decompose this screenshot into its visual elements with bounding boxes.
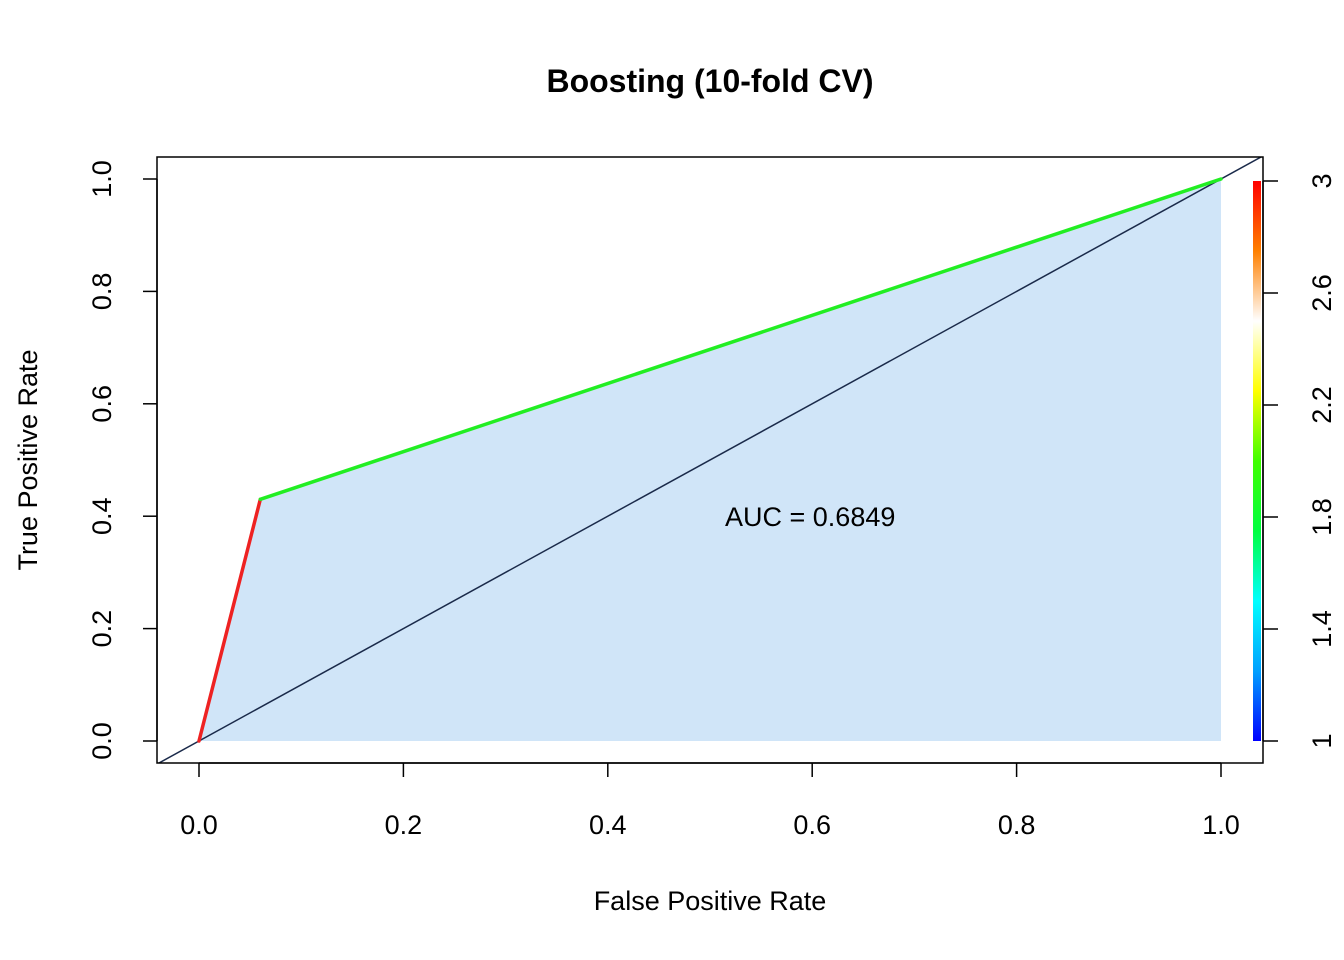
- colorbar: [1253, 181, 1261, 741]
- y-tick-label: 0.4: [87, 497, 117, 535]
- x-tick-label: 0.2: [385, 810, 423, 840]
- colorbar-axis: 1 1.4 1.8 2.2 2.6 3: [1262, 173, 1337, 749]
- x-tick-label: 0.8: [998, 810, 1036, 840]
- y-tick-label: 0.2: [87, 610, 117, 648]
- y-tick-label: 1.0: [87, 160, 117, 198]
- colorbar-tick-label: 1.8: [1307, 498, 1337, 536]
- x-tick-label: 1.0: [1202, 810, 1240, 840]
- y-tick-label: 0.8: [87, 273, 117, 311]
- plot-area: [157, 157, 1263, 763]
- colorbar-tick-label: 2.6: [1307, 274, 1337, 312]
- colorbar-tick-label: 1: [1307, 733, 1337, 748]
- x-tick-label: 0.0: [180, 810, 218, 840]
- y-tick-label: 0.6: [87, 385, 117, 423]
- x-axis: 0.0 0.2 0.4 0.6 0.8 1.0: [180, 762, 1240, 840]
- x-axis-label: False Positive Rate: [594, 886, 827, 916]
- x-tick-label: 0.4: [589, 810, 627, 840]
- x-tick-label: 0.6: [793, 810, 831, 840]
- roc-segment: [197, 497, 263, 743]
- chart-title: Boosting (10-fold CV): [546, 63, 873, 99]
- y-tick-label: 0.0: [87, 722, 117, 760]
- colorbar-tick-label: 1.4: [1307, 610, 1337, 648]
- y-axis: 0.0 0.2 0.4 0.6 0.8 1.0: [87, 160, 158, 760]
- colorbar-tick-label: 3: [1307, 173, 1337, 188]
- diagonal-reference-line: [157, 157, 1263, 763]
- roc-segment: [258, 177, 1223, 502]
- auc-annotation: AUC = 0.6849: [725, 502, 895, 532]
- colorbar-tick-label: 2.2: [1307, 386, 1337, 424]
- y-axis-label: True Positive Rate: [13, 349, 43, 570]
